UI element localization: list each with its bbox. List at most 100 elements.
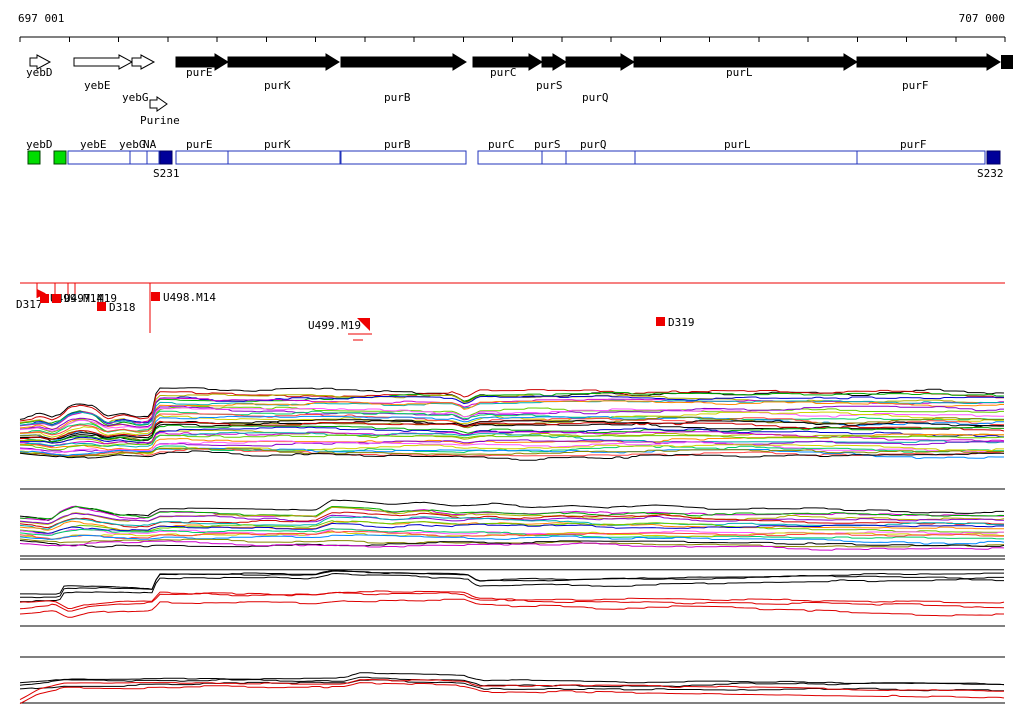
signal-trace (19, 591, 1005, 612)
signal-trace (19, 389, 1004, 422)
feature-box-purS[interactable] (541, 150, 567, 165)
signal-trace (19, 434, 1004, 451)
gene-label-purF: purF (902, 79, 929, 92)
feature-label-purQ: purQ (580, 138, 607, 151)
signal-trace (19, 520, 1004, 535)
signal-trace (19, 415, 1004, 441)
feature-label-purC: purC (488, 138, 515, 151)
feature-label-yebG: yebG (119, 138, 146, 151)
feature-box-yebG[interactable] (129, 150, 148, 165)
feature-box-S232[interactable] (986, 150, 1001, 165)
coordinate-start-label: 697 001 (18, 12, 64, 25)
gene-label-purE: purE (186, 66, 213, 79)
signal-trace (19, 534, 1005, 545)
marker-square-D318[interactable] (97, 302, 106, 311)
marker-flag-D317[interactable] (37, 289, 46, 298)
signal-trace (19, 431, 1004, 448)
signal-trace (19, 407, 1004, 432)
gene-label-purL: purL (726, 66, 753, 79)
signal-trace (20, 424, 1004, 443)
signal-trace (19, 540, 1005, 551)
signal-trace (20, 572, 1004, 603)
gene-arrow-purS[interactable] (541, 53, 567, 71)
signal-trace (19, 598, 1004, 618)
feature-label-purK: purK (264, 138, 291, 151)
feature-box-purL[interactable] (634, 150, 858, 165)
marker-label-U497.M19: U497.M19 (64, 292, 117, 305)
marker-label-U499.M14: U499.M14 (50, 292, 103, 305)
gene-arrow-purF[interactable] (856, 53, 1001, 71)
gene-arrow-yebG[interactable] (131, 54, 156, 70)
gene-arrow-next-gene[interactable] (1001, 55, 1013, 69)
signal-trace (19, 391, 1004, 426)
gene-arrow-yebE[interactable] (73, 54, 134, 70)
gene-label-purS: purS (536, 79, 563, 92)
signal-trace (20, 570, 1004, 599)
marker-square-D319[interactable] (656, 317, 665, 326)
gene-arrow-purK[interactable] (227, 53, 340, 71)
promoter-arrow-Purine[interactable] (149, 96, 168, 112)
feature-box-NA[interactable] (146, 150, 160, 165)
gene-arrow-purC[interactable] (472, 53, 543, 71)
signal-trace (19, 590, 1005, 610)
marker-flag-U499.M19[interactable] (357, 318, 370, 331)
site-label-S231: S231 (153, 167, 180, 180)
signal-trace (19, 672, 1004, 685)
feature-box-purQ[interactable] (565, 150, 636, 165)
feature-label-purE: purE (186, 138, 213, 151)
gene-arrow-purL[interactable] (633, 53, 858, 71)
site-label-S232: S232 (977, 167, 1004, 180)
marker-square-U498.M14[interactable] (151, 292, 160, 301)
feature-box-unnamed[interactable] (53, 150, 67, 165)
signal-trace (19, 395, 1005, 426)
marker-label-D319: D319 (668, 316, 695, 329)
feature-label-purF: purF (900, 138, 927, 151)
feature-label-yebE: yebE (80, 138, 107, 151)
gene-label-purC: purC (490, 66, 517, 79)
promoter-label: Purine (140, 114, 180, 127)
signal-trace (19, 440, 1004, 454)
marker-label-D318: D318 (109, 301, 136, 314)
gene-label-purB: purB (384, 91, 411, 104)
marker-label-U499.M19: U499.M19 (308, 319, 361, 332)
gene-label-purQ: purQ (582, 91, 609, 104)
feature-label-yebD: yebD (26, 138, 53, 151)
gene-label-yebG: yebG (122, 91, 149, 104)
gene-arrow-purB[interactable] (340, 53, 467, 71)
feature-label-purL: purL (724, 138, 751, 151)
feature-box-purB[interactable] (340, 150, 467, 165)
gene-arrow-purQ[interactable] (565, 53, 635, 71)
signal-trace (19, 499, 1004, 522)
gene-label-purK: purK (264, 79, 291, 92)
signal-trace (19, 538, 1004, 548)
signal-trace (19, 399, 1005, 426)
marker-square-U499.M14[interactable] (40, 294, 49, 303)
feature-label-purS: purS (534, 138, 561, 151)
marker-label-U498.M14: U498.M14 (163, 291, 216, 304)
feature-label-NA: NA (143, 138, 157, 151)
signal-trace (19, 505, 1005, 520)
signal-trace (20, 426, 1005, 445)
feature-label-purB: purB (384, 138, 411, 151)
signal-trace (19, 448, 1005, 457)
signal-trace (19, 522, 1004, 534)
feature-box-purF[interactable] (856, 150, 986, 165)
feature-box-S231[interactable] (159, 150, 173, 165)
gene-arrow-yebD[interactable] (29, 54, 52, 70)
marker-square-U497.M19[interactable] (52, 294, 61, 303)
feature-box-yebD[interactable] (27, 150, 41, 165)
signal-trace (19, 405, 1004, 431)
signal-trace (19, 439, 1005, 453)
gene-arrow-purE[interactable] (175, 53, 229, 71)
signal-trace (19, 512, 1004, 525)
gene-label-yebD: yebD (26, 66, 53, 79)
feature-box-purE[interactable] (175, 150, 229, 165)
feature-box-purC[interactable] (477, 150, 543, 165)
signal-trace (19, 448, 1004, 458)
gene-label-yebE: yebE (84, 79, 111, 92)
signal-trace (19, 682, 1005, 705)
feature-box-yebE[interactable] (67, 150, 131, 165)
feature-box-purK[interactable] (227, 150, 341, 165)
